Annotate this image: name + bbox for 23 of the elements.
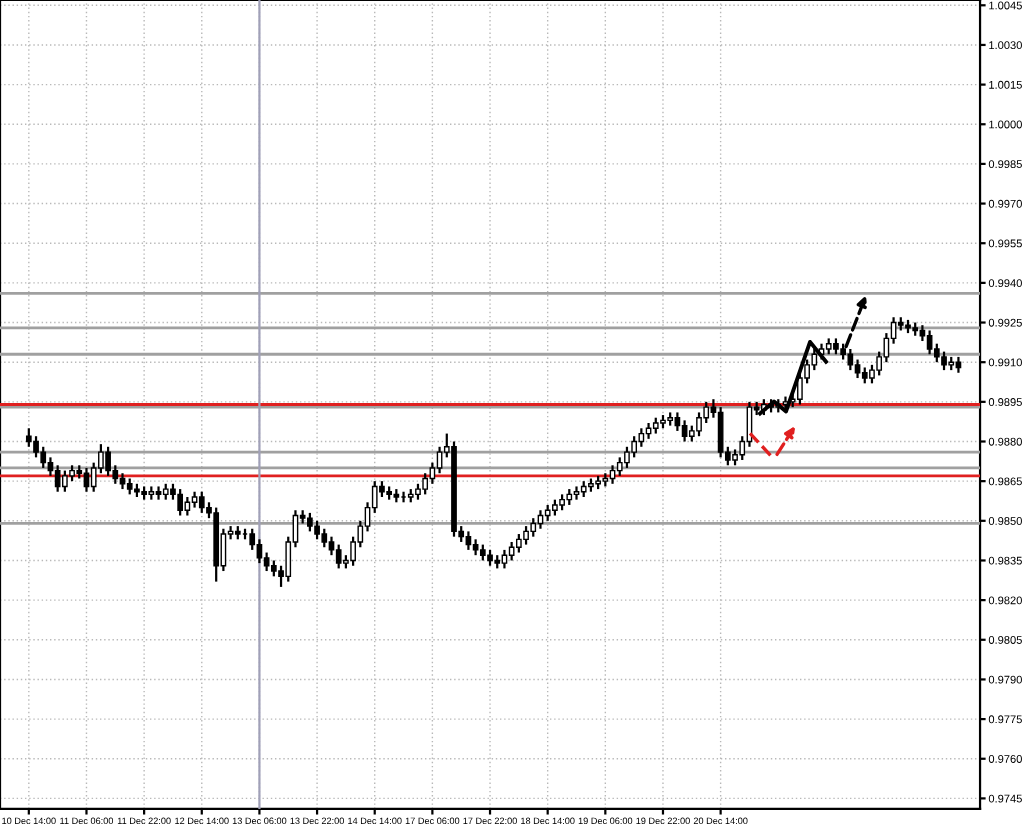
- candlestick: [198, 490, 205, 514]
- candlestick: [155, 485, 162, 501]
- candlestick: [941, 350, 947, 372]
- candlestick: [501, 548, 508, 570]
- candlestick: [508, 540, 515, 562]
- candlestick: [515, 532, 522, 554]
- candlestick: [436, 445, 443, 475]
- candlestick: [321, 527, 328, 549]
- candlestick: [307, 511, 313, 533]
- candlestick: [256, 538, 263, 565]
- candlestick: [926, 329, 933, 356]
- candlestick: [61, 469, 68, 493]
- candlestick: [847, 347, 854, 372]
- candlestick: [335, 543, 342, 570]
- candlestick: [523, 524, 529, 546]
- candlestick: [530, 517, 537, 538]
- candlestick: [105, 445, 111, 477]
- candlestick: [573, 485, 580, 501]
- candlestick: [328, 535, 335, 557]
- candlestick: [177, 487, 184, 517]
- candlestick: [681, 419, 688, 443]
- candlestick: [54, 464, 61, 493]
- candlestick: [314, 519, 320, 541]
